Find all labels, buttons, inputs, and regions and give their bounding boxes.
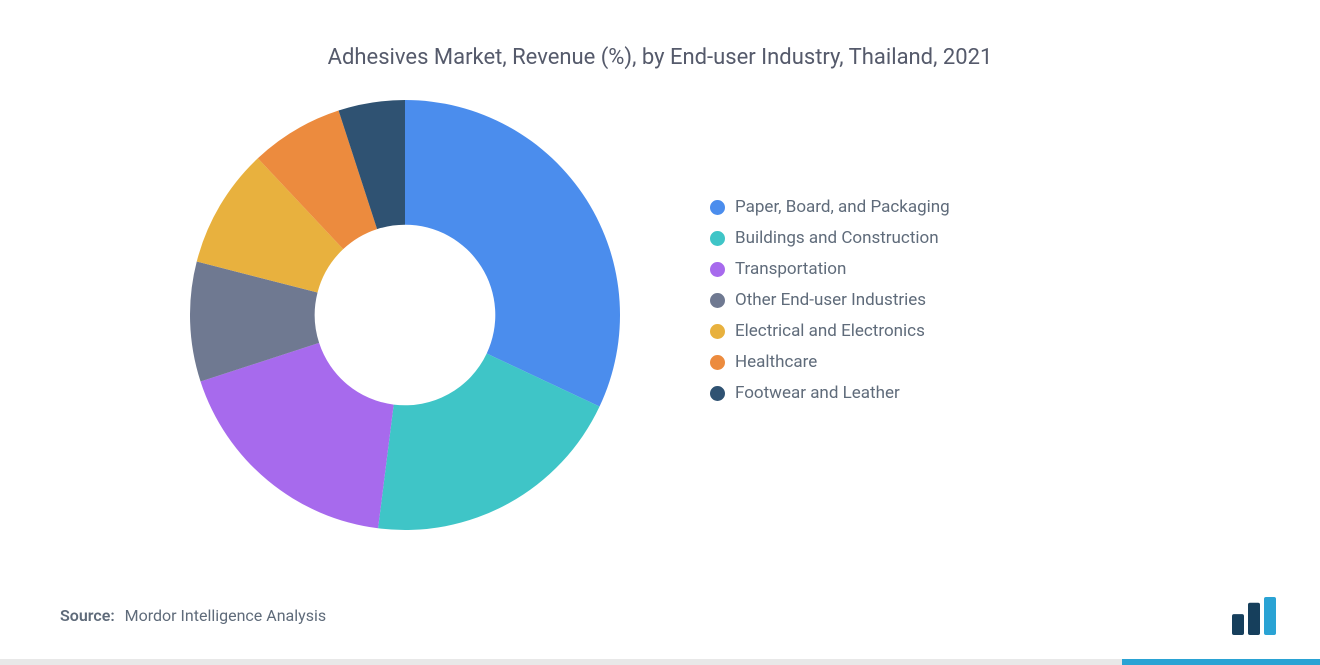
logo-bar [1264,597,1276,635]
legend-label: Transportation [735,259,846,279]
chart-container: Adhesives Market, Revenue (%), by End-us… [0,0,1320,665]
legend-item: Healthcare [710,352,950,372]
legend-swatch [710,293,725,308]
legend-item: Other End-user Industries [710,290,950,310]
legend-item: Paper, Board, and Packaging [710,197,950,217]
legend-label: Paper, Board, and Packaging [735,197,950,217]
bottom-border [0,659,1320,665]
legend-swatch [710,200,725,215]
legend-swatch [710,386,725,401]
legend-label: Buildings and Construction [735,228,939,248]
legend-item: Transportation [710,259,950,279]
legend-swatch [710,324,725,339]
donut-chart [190,100,620,530]
legend-swatch [710,262,725,277]
source-line: Source: Mordor Intelligence Analysis [60,606,326,625]
logo-bar [1248,603,1260,635]
legend-swatch [710,231,725,246]
legend-item: Electrical and Electronics [710,321,950,341]
logo-bar [1232,614,1244,635]
source-label: Source: [60,606,115,625]
legend-swatch [710,355,725,370]
legend-label: Other End-user Industries [735,290,926,310]
chart-title: Adhesives Market, Revenue (%), by End-us… [50,45,1270,70]
chart-body: Paper, Board, and Packaging Buildings and… [190,100,1270,530]
legend: Paper, Board, and Packaging Buildings and… [710,197,950,403]
legend-label: Footwear and Leather [735,383,900,403]
legend-item: Buildings and Construction [710,228,950,248]
source-text: Mordor Intelligence Analysis [125,606,326,625]
legend-item: Footwear and Leather [710,383,950,403]
legend-label: Electrical and Electronics [735,321,925,341]
legend-label: Healthcare [735,352,817,372]
donut-slice [405,100,620,407]
brand-logo-icon [1230,595,1280,635]
